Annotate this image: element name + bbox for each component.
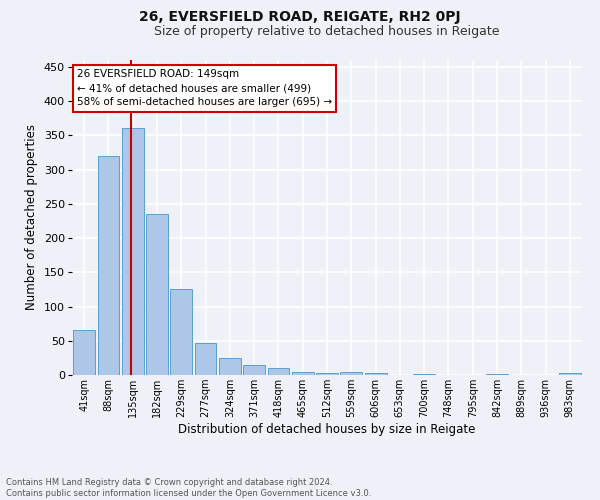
- Bar: [146, 214, 168, 375]
- Y-axis label: Number of detached properties: Number of detached properties: [25, 124, 38, 310]
- Bar: [365, 373, 386, 375]
- Bar: [559, 373, 581, 375]
- Bar: [243, 364, 265, 375]
- Bar: [97, 156, 119, 375]
- Text: Contains HM Land Registry data © Crown copyright and database right 2024.
Contai: Contains HM Land Registry data © Crown c…: [6, 478, 371, 498]
- Title: Size of property relative to detached houses in Reigate: Size of property relative to detached ho…: [154, 25, 500, 38]
- X-axis label: Distribution of detached houses by size in Reigate: Distribution of detached houses by size …: [178, 423, 476, 436]
- Bar: [486, 374, 508, 375]
- Bar: [316, 373, 338, 375]
- Text: 26 EVERSFIELD ROAD: 149sqm
← 41% of detached houses are smaller (499)
58% of sem: 26 EVERSFIELD ROAD: 149sqm ← 41% of deta…: [77, 70, 332, 108]
- Text: 26, EVERSFIELD ROAD, REIGATE, RH2 0PJ: 26, EVERSFIELD ROAD, REIGATE, RH2 0PJ: [139, 10, 461, 24]
- Bar: [194, 343, 217, 375]
- Bar: [292, 372, 314, 375]
- Bar: [170, 290, 192, 375]
- Bar: [73, 330, 95, 375]
- Bar: [219, 358, 241, 375]
- Bar: [340, 372, 362, 375]
- Bar: [122, 128, 143, 375]
- Bar: [413, 374, 435, 375]
- Bar: [268, 368, 289, 375]
